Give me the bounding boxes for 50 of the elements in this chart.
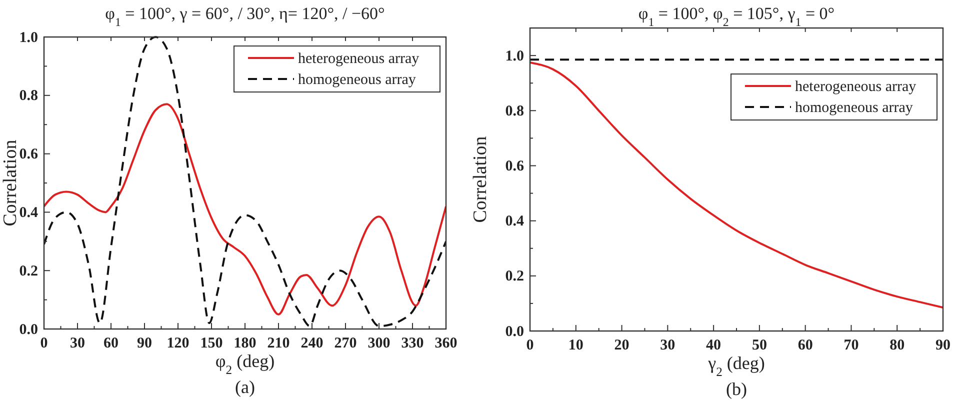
line-series: [44, 36, 446, 328]
x-tick-label: 50: [752, 338, 767, 354]
y-tick-label: 0.4: [505, 214, 524, 230]
x-tick-label: 0: [40, 336, 48, 352]
y-tick-label: 0.8: [505, 103, 524, 120]
x-tick-label: 30: [660, 338, 676, 354]
x-tick-label: 210: [267, 336, 290, 352]
x-axis-title: γ$_{2}$ (deg): [707, 353, 765, 379]
x-tick-label: 30: [70, 336, 85, 352]
x-tick-label: 60: [798, 338, 813, 354]
x-tick-label: 90: [936, 338, 950, 354]
y-tick-label: 1.0: [19, 30, 38, 46]
y-tick-label: 0.6: [505, 158, 524, 175]
y-tick-label: 0.8: [19, 88, 38, 104]
x-tick-label: 180: [234, 336, 256, 352]
x-tick-label: 90: [137, 336, 152, 352]
x-tick-label: 330: [401, 336, 424, 352]
y-tick-label: 0.2: [505, 268, 524, 285]
x-tick-label: 20: [614, 338, 630, 354]
y-tick-label: 0.0: [505, 324, 524, 340]
x-tick-label: 10: [568, 338, 584, 354]
text: (a): [235, 377, 255, 397]
legend-label: homogeneous array: [298, 72, 416, 88]
x-tick-label: 300: [368, 336, 390, 352]
x-tick-label: 270: [334, 336, 357, 352]
line-series: [44, 103, 446, 316]
x-tick-label: 70: [844, 338, 859, 354]
y-tick-label: 0.4: [19, 205, 38, 221]
y-axis-title: Correlation: [470, 136, 491, 223]
y-axis-title: Correlation: [0, 139, 21, 226]
x-tick-label: 0: [526, 338, 534, 354]
legend-label: heterogeneous array: [795, 79, 917, 95]
y-tick-label: 0.2: [19, 263, 38, 280]
x-tick-label: 150: [200, 336, 223, 352]
text: (b): [726, 379, 747, 399]
y-tick-label: 0.6: [19, 146, 38, 163]
x-tick-label: 60: [104, 336, 118, 352]
x-tick-label: 360: [434, 336, 458, 352]
x-tick-label: 40: [706, 338, 722, 354]
y-tick-label: 0.0: [19, 322, 38, 338]
line-series: [530, 61, 943, 309]
legend-label: homogeneous array: [795, 100, 914, 116]
x-tick-label: 80: [890, 338, 905, 354]
x-axis-title: φ$_{2}$ (deg): [215, 351, 275, 377]
chart-title: φ$_{1}$ = 100°, φ$_{2}$ = 105°, γ$_{1}$ = 0°: [638, 4, 835, 29]
legend-label: heterogeneous array: [298, 51, 420, 67]
x-tick-label: 120: [166, 336, 190, 352]
chart-title: φ$_{1}$ = 100°, γ = 60°, / 30°, η= 120°, / −60°: [105, 4, 385, 29]
x-tick-label: 240: [300, 336, 324, 352]
y-tick-label: 1.0: [505, 48, 524, 64]
